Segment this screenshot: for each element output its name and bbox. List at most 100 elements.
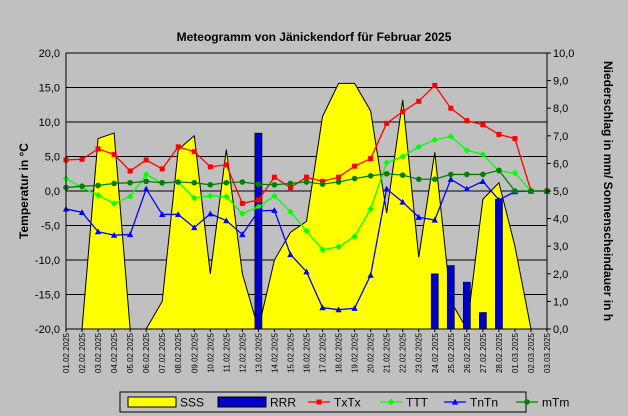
marker-TTT [319, 246, 326, 253]
x-tick-label: 01.02.2025 [62, 332, 71, 373]
y-left-tick-label: 15,0 [39, 83, 60, 95]
y-left-tick-label: -5,0 [41, 221, 60, 233]
marker-TnTn [495, 196, 503, 203]
marker-mTm [496, 167, 502, 174]
x-tick-label: 02.02.2025 [78, 332, 87, 373]
marker-TTT [463, 147, 471, 154]
marker-mTm [271, 181, 278, 188]
marker-mTm [415, 176, 422, 183]
y-right-tick-label: 1,0 [553, 296, 568, 308]
marker-mTm [399, 172, 406, 178]
marker-TTT [239, 210, 246, 217]
marker-TxTx [464, 118, 470, 124]
marker-mTm [287, 180, 294, 187]
marker-TxTx [255, 197, 261, 203]
marker-mTm [512, 188, 518, 194]
y-right-tick-label: 0,0 [553, 324, 568, 336]
x-tick-label: 22.02.2025 [399, 332, 408, 373]
x-tick-label: 10.02.2025 [206, 332, 215, 373]
legend: SSS RRR TxTx TTT TnTn mTm [127, 396, 569, 410]
marker-TnTn [207, 210, 214, 217]
sunshine-area-SSS [66, 82, 547, 331]
marker-TxTx [95, 146, 101, 152]
marker-TTT [207, 192, 214, 200]
marker-TTT [142, 171, 150, 178]
marker-TnTn [367, 271, 374, 278]
marker-TxTx [111, 151, 117, 157]
marker-TnTn [399, 198, 406, 205]
marker-TnTn [415, 214, 422, 220]
marker-TTT [303, 227, 310, 235]
marker-TxTx [496, 131, 502, 137]
marker-TTT [399, 153, 406, 160]
marker-mTm [79, 183, 85, 189]
marker-mTm [223, 179, 230, 186]
marker-TxTx [416, 98, 422, 104]
marker-mTm [255, 181, 262, 187]
marker-TxTx [159, 166, 165, 172]
marker-TxTx [400, 109, 406, 115]
y-right-tick-label: 7,0 [553, 131, 568, 143]
x-tick-label: 28.02.2025 [495, 332, 504, 373]
x-tick-label: 12.02.2025 [238, 332, 247, 373]
marker-TxTx [287, 185, 293, 191]
x-tick-label: 11.02.2025 [222, 332, 231, 372]
marker-TxTx [384, 120, 390, 126]
marker-TTT [479, 151, 487, 158]
x-tick-label: 08.02.2025 [174, 332, 183, 373]
marker-TxTx [175, 144, 181, 150]
y-right-tick-label: 6,0 [553, 158, 568, 170]
marker-mTm [480, 171, 486, 178]
chart-title: Meteogramm von Jänickendorf für Februar … [177, 30, 452, 44]
marker-TnTn [175, 211, 182, 218]
x-tick-label: 01.03.2025 [511, 332, 520, 373]
marker-TTT [126, 193, 134, 200]
marker-TxTx [352, 163, 358, 169]
marker-TxTx [304, 174, 309, 180]
legend-swatch-RRR [217, 396, 267, 408]
y-axis-left-label: Temperatur in °C [17, 143, 31, 239]
x-tick-label: 17.02.2025 [319, 332, 328, 373]
marker-TnTn [271, 207, 278, 213]
marker-TxTx [191, 149, 197, 155]
legend-swatch-SSS [127, 396, 177, 408]
marker-mTm [367, 173, 374, 179]
marker-TTT [415, 143, 422, 151]
x-tick-label: 15.02.2025 [286, 332, 295, 373]
precipitation-bar-RRR [495, 199, 503, 330]
marker-TnTn [351, 305, 358, 311]
marker-TTT [351, 233, 358, 240]
marker-mTm [111, 180, 117, 187]
marker-TxTx [223, 162, 229, 168]
x-tick-label: 03.02.2025 [94, 332, 103, 373]
x-tick-label: 04.02.2025 [110, 332, 119, 373]
marker-TxTx [271, 174, 277, 180]
marker-TnTn [255, 207, 262, 214]
marker-TxTx [239, 200, 245, 206]
x-tick-label: 05.02.2025 [126, 332, 135, 373]
legend-label-mTm: mTm [542, 396, 569, 410]
marker-mTm [319, 181, 326, 187]
y-left-tick-label: 0,0 [45, 186, 60, 198]
y-right-tick-label: 4,0 [553, 214, 568, 226]
y-left-tick-label: 5,0 [45, 152, 60, 164]
marker-mTm [524, 399, 530, 405]
legend-label-SSS: SSS [180, 396, 204, 410]
x-tick-label: 27.02.2025 [479, 332, 488, 373]
marker-TnTn [191, 224, 198, 231]
legend-label-TnTn: TnTn [470, 396, 498, 410]
marker-mTm [528, 188, 534, 194]
marker-TTT [431, 136, 438, 144]
y-left-tick-label: 20,0 [39, 48, 60, 60]
marker-mTm [127, 179, 133, 186]
marker-TTT [271, 192, 278, 200]
x-tick-label: 07.02.2025 [158, 332, 167, 373]
x-tick-label: 26.02.2025 [463, 332, 472, 373]
marker-TTT [223, 193, 230, 200]
marker-TTT [191, 194, 198, 202]
marker-mTm [303, 179, 310, 185]
marker-mTm [335, 179, 342, 185]
y-right-tick-label: 9,0 [553, 76, 568, 88]
precipitation-bar-RRR [430, 273, 439, 330]
marker-TnTn [431, 216, 438, 223]
